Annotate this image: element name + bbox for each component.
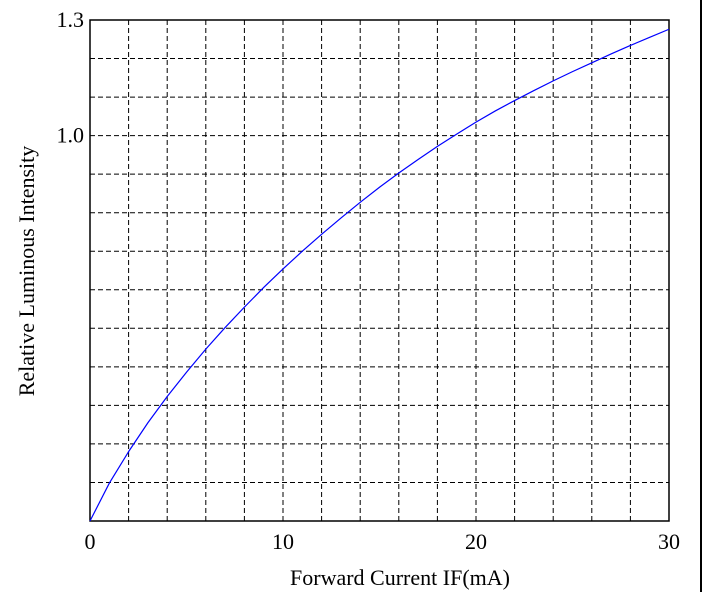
x-tick-label: 10 — [272, 529, 294, 554]
tick-labels: 0 10 20 30 1.0 1.3 — [57, 7, 681, 554]
right-border-rule — [700, 0, 702, 592]
plot-frame — [89, 19, 670, 522]
y-axis-label: Relative Luminous Intensity — [14, 146, 39, 397]
x-tick-label: 20 — [465, 529, 487, 554]
series-line-1 — [89, 28, 670, 522]
x-tick-label: 0 — [85, 529, 96, 554]
grid — [90, 20, 669, 521]
series-layer — [89, 28, 670, 522]
y-tick-label: 1.0 — [57, 123, 85, 148]
y-tick-label: 1.3 — [57, 7, 85, 32]
x-axis-label: Forward Current IF(mA) — [290, 565, 510, 590]
x-tick-label: 30 — [658, 529, 680, 554]
